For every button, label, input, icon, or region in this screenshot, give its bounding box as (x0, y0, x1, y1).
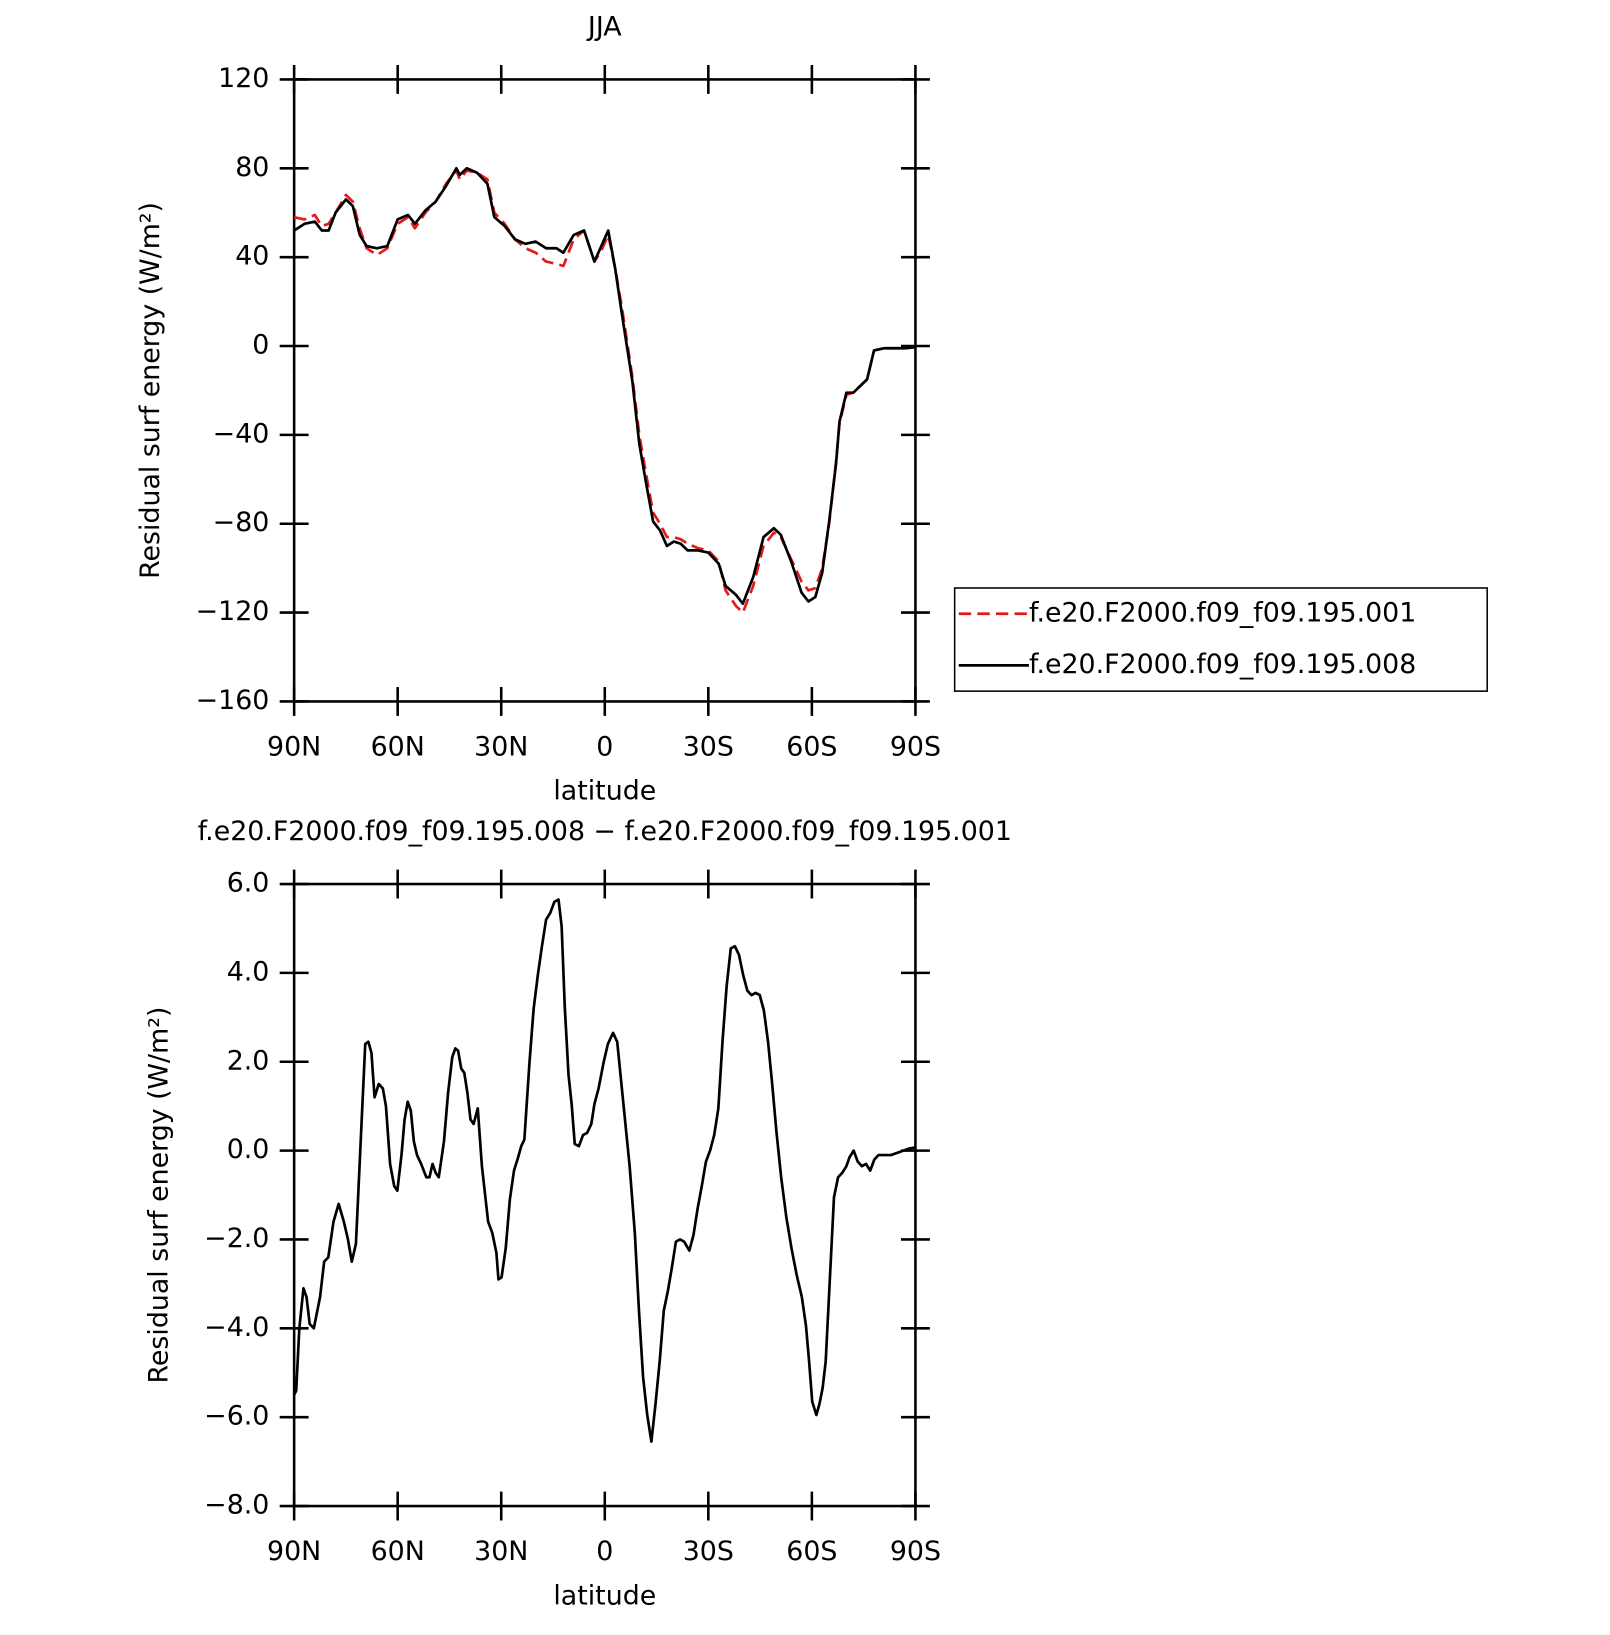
data-line (293, 166, 916, 606)
y-tick-label: −40 (213, 418, 270, 449)
y-tick-label: 2.0 (227, 1045, 270, 1076)
legend-box (953, 587, 1488, 692)
y-tick-label: −80 (213, 507, 270, 538)
x-axis-label: latitude (553, 776, 656, 807)
y-tick-label: 120 (218, 63, 269, 94)
x-tick-label: 60N (371, 1536, 425, 1567)
y-tick-label: 6.0 (227, 868, 270, 899)
legend-label: f.e20.F2000.f09_f09.195.001 (1029, 597, 1416, 628)
x-tick-label: 30S (683, 731, 734, 762)
x-tick-label: 0 (596, 1536, 613, 1567)
y-axis-label: Residual surf energy (W/m²) (143, 1007, 174, 1384)
x-tick-label: 60S (786, 731, 837, 762)
x-tick-label: 90N (267, 1536, 321, 1567)
y-tick-label: −4.0 (204, 1312, 269, 1343)
y-axis-label: Residual surf energy (W/m²) (135, 202, 166, 579)
y-tick-label: −160 (196, 685, 270, 716)
x-axis-label: latitude (553, 1580, 656, 1611)
y-tick-label: −8.0 (204, 1490, 269, 1521)
x-tick-label: 90S (890, 731, 941, 762)
x-tick-label: 90N (267, 731, 321, 762)
chart-title: JJA (586, 11, 622, 42)
plot-frame (292, 78, 917, 703)
plot-frame (292, 882, 917, 1508)
x-tick-label: 30N (474, 1536, 528, 1567)
y-tick-label: −120 (196, 596, 270, 627)
x-tick-label: 60N (371, 731, 425, 762)
x-tick-label: 30N (474, 731, 528, 762)
y-tick-label: −2.0 (204, 1223, 269, 1254)
chart-title: f.e20.F2000.f09_f09.195.008 − f.e20.F200… (198, 816, 1012, 847)
legend-label: f.e20.F2000.f09_f09.195.008 (1029, 649, 1416, 680)
y-tick-label: 4.0 (227, 956, 270, 987)
data-line (292, 898, 916, 1443)
x-tick-label: 90S (890, 1536, 941, 1567)
y-tick-label: 0.0 (227, 1134, 270, 1165)
y-tick-label: 40 (235, 241, 269, 272)
x-tick-label: 30S (683, 1536, 734, 1567)
x-tick-label: 0 (596, 731, 613, 762)
x-tick-label: 60S (786, 1536, 837, 1567)
y-tick-label: −6.0 (204, 1401, 269, 1432)
y-tick-label: 80 (235, 152, 269, 183)
y-tick-label: 0 (252, 330, 269, 361)
